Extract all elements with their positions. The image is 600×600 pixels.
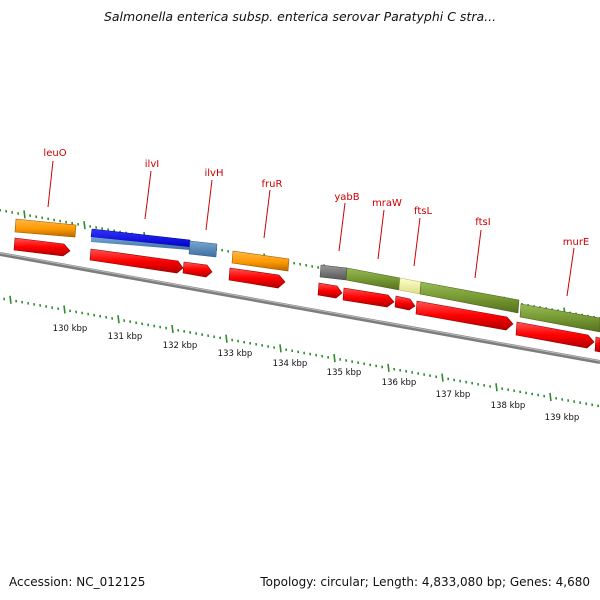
scale-labels: 130 kbp 131 kbp 132 kbp 133 kbp 134 kbp 135 k…	[53, 324, 580, 423]
scale-tick-label: 133 kbp	[218, 349, 253, 359]
leader-murE	[566, 247, 575, 297]
gene-label-ftsI[interactable]: ftsI	[475, 217, 490, 228]
scale-tick-label: 131 kbp	[108, 332, 143, 342]
cds-arrow-ilvH[interactable]	[182, 261, 213, 278]
leader-ilvI	[144, 170, 152, 220]
leader-ftsI	[474, 229, 482, 279]
cds-arrow-leuO[interactable]	[13, 237, 71, 257]
feature-track	[14, 218, 600, 333]
gene-label-murE[interactable]: murE	[563, 237, 590, 248]
scale-major-tick	[441, 373, 444, 382]
feature-yabB[interactable]	[319, 264, 348, 281]
gene-label-ftsL[interactable]: ftsL	[414, 206, 432, 217]
accession-text: Accession: NC_012125	[9, 575, 146, 589]
feature-ftsL[interactable]	[398, 277, 422, 295]
gene-label-mraW[interactable]: mraW	[372, 198, 402, 209]
scale-major-tick	[117, 315, 120, 324]
leader-leuO	[47, 160, 54, 208]
leader-fruR	[263, 189, 271, 239]
scale-tick-label: 130 kbp	[53, 324, 88, 334]
scale-tick-label: 137 kbp	[436, 390, 471, 400]
genome-backbone	[0, 252, 600, 364]
scale-major-tick	[495, 383, 498, 392]
cds-arrow-yabB[interactable]	[317, 282, 343, 299]
map-title: Salmonella enterica subsp. enterica sero…	[103, 9, 497, 24]
gene-label-leuO[interactable]: leuO	[43, 148, 66, 159]
scale-major-tick	[63, 305, 66, 314]
cds-arrow-murE[interactable]	[515, 321, 595, 349]
gene-labels: leuO ilvI ilvH fruR yabB mraW ftsL ftsI …	[43, 148, 590, 297]
scale-tick-label: 134 kbp	[273, 359, 308, 369]
feature-ilvH[interactable]	[188, 240, 218, 258]
gene-label-ilvI[interactable]: ilvI	[145, 159, 159, 170]
cds-arrow-fruR[interactable]	[228, 267, 286, 289]
cds-track	[13, 237, 600, 353]
cds-arrow-next[interactable]	[594, 336, 600, 353]
leader-mraW	[377, 209, 385, 260]
feature-murE[interactable]	[519, 303, 600, 333]
gene-label-yabB[interactable]: yabB	[334, 192, 359, 203]
upper-major-tick	[23, 210, 26, 219]
scale-tick-label: 136 kbp	[382, 378, 417, 388]
scale-major-tick	[171, 324, 174, 334]
feature-ftsI[interactable]	[419, 281, 520, 314]
scale-major-tick	[387, 363, 390, 372]
cds-arrow-ilvI[interactable]	[89, 248, 184, 274]
upper-major-tick	[83, 221, 86, 230]
scale-tick-label: 132 kbp	[163, 341, 198, 351]
cds-arrow-mraW[interactable]	[342, 287, 395, 308]
scale-major-tick	[9, 295, 12, 304]
leader-yabB	[338, 202, 346, 252]
scale-major-tick	[225, 334, 228, 343]
leader-ilvH	[205, 179, 213, 231]
scale-major-tick	[333, 354, 336, 363]
scale-tick-track	[3, 295, 600, 408]
leader-ftsL	[413, 217, 421, 267]
scale-tick-label: 138 kbp	[491, 401, 526, 411]
feature-fruR[interactable]	[231, 250, 290, 272]
feature-ilvI-steel[interactable]	[91, 237, 190, 250]
scale-tick-label: 135 kbp	[327, 368, 362, 378]
gene-label-fruR[interactable]: fruR	[262, 179, 283, 190]
feature-mraW[interactable]	[345, 267, 401, 291]
cds-arrow-ftsL[interactable]	[394, 295, 416, 311]
feature-leuO[interactable]	[14, 218, 77, 238]
scale-major-tick	[549, 392, 552, 402]
scale-tick-label: 139 kbp	[545, 413, 580, 423]
cds-arrow-ftsI[interactable]	[415, 300, 514, 331]
topology-text: Topology: circular; Length: 4,833,080 bp…	[260, 575, 590, 589]
scale-major-tick	[279, 344, 282, 353]
gene-label-ilvH[interactable]: ilvH	[205, 168, 224, 179]
